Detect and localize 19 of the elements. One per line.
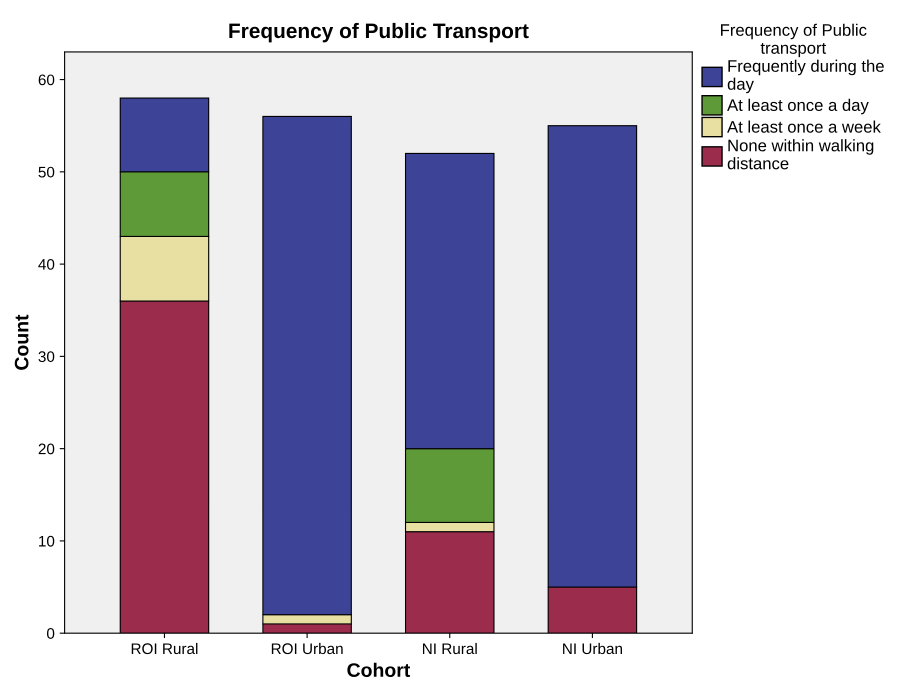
legend-label: Frequently during the day <box>728 60 884 94</box>
chart-title: Frequency of Public Transport <box>229 22 529 42</box>
y-tick-label: 0 <box>46 628 54 639</box>
y-tick-label: 60 <box>38 74 54 86</box>
legend-title: Frequency of Public transport <box>721 24 867 58</box>
legend-label: None within walking distance <box>728 139 874 170</box>
x-axis-title: Cohort <box>347 662 410 677</box>
y-tick-label: 20 <box>38 444 54 454</box>
y-tick-label: 50 <box>38 166 54 178</box>
y-tick-label: 30 <box>38 351 54 362</box>
y-tick-label: 10 <box>39 536 54 547</box>
legend-label: At least once a week <box>727 120 881 133</box>
x-tick-label: ROI Rural <box>132 642 198 654</box>
x-tick-label: NI Urban <box>563 642 622 654</box>
y-axis-title: Count <box>14 314 28 370</box>
x-tick-label: NI Rural <box>422 642 477 654</box>
legend-label: At least once a day <box>727 98 869 114</box>
x-tick-label: ROI Urban <box>272 642 343 654</box>
y-tick-label: 40 <box>38 258 54 270</box>
